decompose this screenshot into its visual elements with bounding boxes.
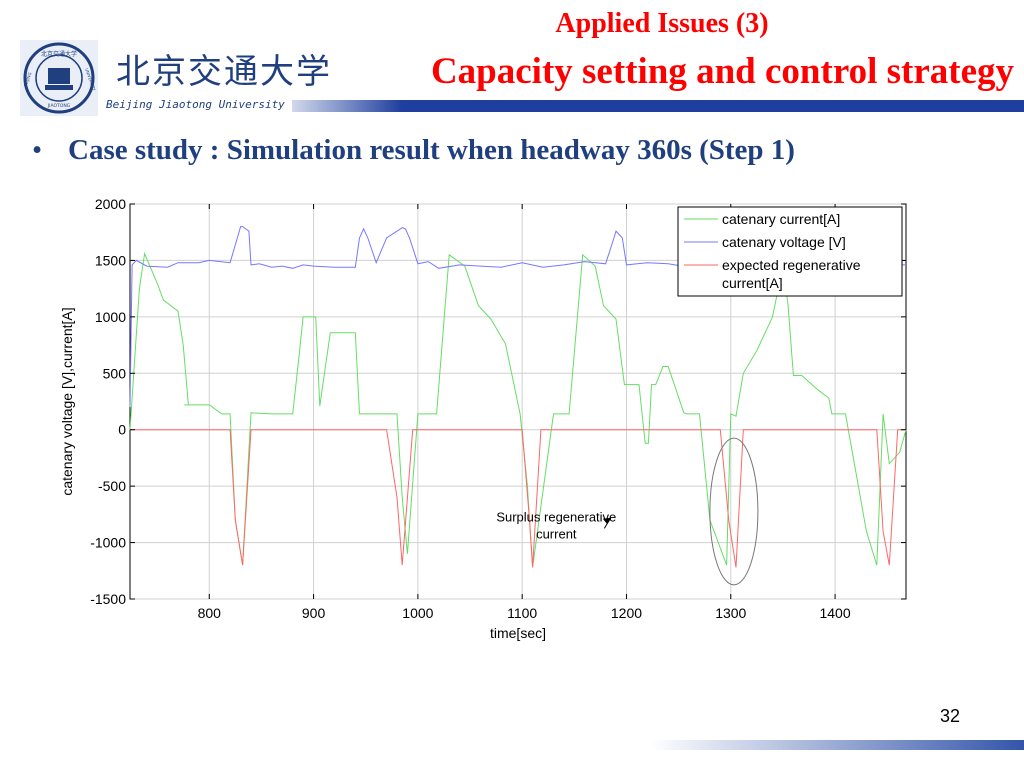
annotation-layer: Surplus regenerative current bbox=[496, 509, 616, 541]
annotation-text-line1: Surplus regenerative bbox=[496, 509, 616, 524]
emblem-base bbox=[45, 85, 73, 90]
legend-label-3-line2: current[A] bbox=[722, 275, 783, 291]
x-tick-label: 900 bbox=[302, 605, 326, 621]
highlight-ellipse bbox=[709, 437, 759, 586]
y-tick-label: 2000 bbox=[95, 196, 126, 212]
axis-layer: -1500 -1000 -500 0 500 1000 1500 2000 800 900 1000… bbox=[59, 196, 906, 641]
emblem-text-top: 北京交通大学 bbox=[41, 50, 77, 58]
x-tick-label: 1000 bbox=[402, 605, 433, 621]
legend-box bbox=[677, 206, 903, 297]
university-emblem: 北京交通大学 BEIJING UNIVERSITY JIAOTONG bbox=[20, 40, 98, 116]
series-line-3 bbox=[130, 429, 906, 568]
y-tick-label: -500 bbox=[98, 478, 126, 494]
legend-label-2: catenary voltage [V] bbox=[722, 234, 846, 250]
footer-bar bbox=[650, 740, 1024, 750]
x-tick-label: 800 bbox=[198, 605, 222, 621]
emblem-inner-ring bbox=[35, 54, 83, 102]
y-tick-label: -1500 bbox=[90, 591, 126, 607]
y-tick-label: 1500 bbox=[95, 252, 126, 268]
annotation-arrow-shaft bbox=[603, 517, 612, 529]
page-number: 32 bbox=[939, 706, 961, 726]
legend-label-3-line1: expected regenerative bbox=[722, 257, 861, 273]
bullet-text: Case study : Simulation result when head… bbox=[68, 134, 795, 166]
emblem-outer-ring bbox=[23, 42, 95, 114]
x-tick-label: 1200 bbox=[611, 605, 642, 621]
university-name-chinese: 北京交通大学 bbox=[116, 52, 332, 92]
y-tick-label: 500 bbox=[103, 365, 127, 381]
highlight-layer bbox=[709, 437, 759, 586]
bullet-item: • Case study : Simulation result when hea… bbox=[32, 134, 795, 167]
university-name-english: Beijing Jiaotong University bbox=[106, 98, 285, 111]
bullet-marker: • bbox=[32, 134, 43, 166]
legend-label-1: catenary current[A] bbox=[722, 211, 840, 227]
slide-title: Capacity setting and control strategy bbox=[430, 51, 1014, 92]
y-tick-label: -1000 bbox=[90, 535, 126, 551]
header-rule bbox=[292, 100, 1024, 112]
x-axis-label: time[sec] bbox=[490, 625, 546, 641]
emblem-text-left: BEIJING bbox=[23, 72, 33, 88]
y-tick-label: 1000 bbox=[95, 309, 126, 325]
emblem-text-bottom: JIAOTONG bbox=[47, 103, 71, 109]
subtitle-text: Applied Issues (3) bbox=[555, 8, 769, 39]
x-tick-label: 1400 bbox=[819, 605, 850, 621]
legend: catenary current[A] catenary voltage [V] e… bbox=[677, 206, 903, 297]
y-tick-label: 0 bbox=[118, 422, 126, 438]
x-tick-label: 1100 bbox=[507, 605, 537, 621]
slide-subtitle: Applied Issues (3) bbox=[0, 8, 1024, 40]
annotation-arrow-head bbox=[602, 517, 611, 524]
y-axis-label: catenary voltage [V],current[A] bbox=[59, 307, 75, 495]
annotation-text-line2: current bbox=[536, 526, 577, 541]
x-tick-label: 1300 bbox=[715, 605, 746, 621]
emblem-building bbox=[48, 68, 70, 84]
